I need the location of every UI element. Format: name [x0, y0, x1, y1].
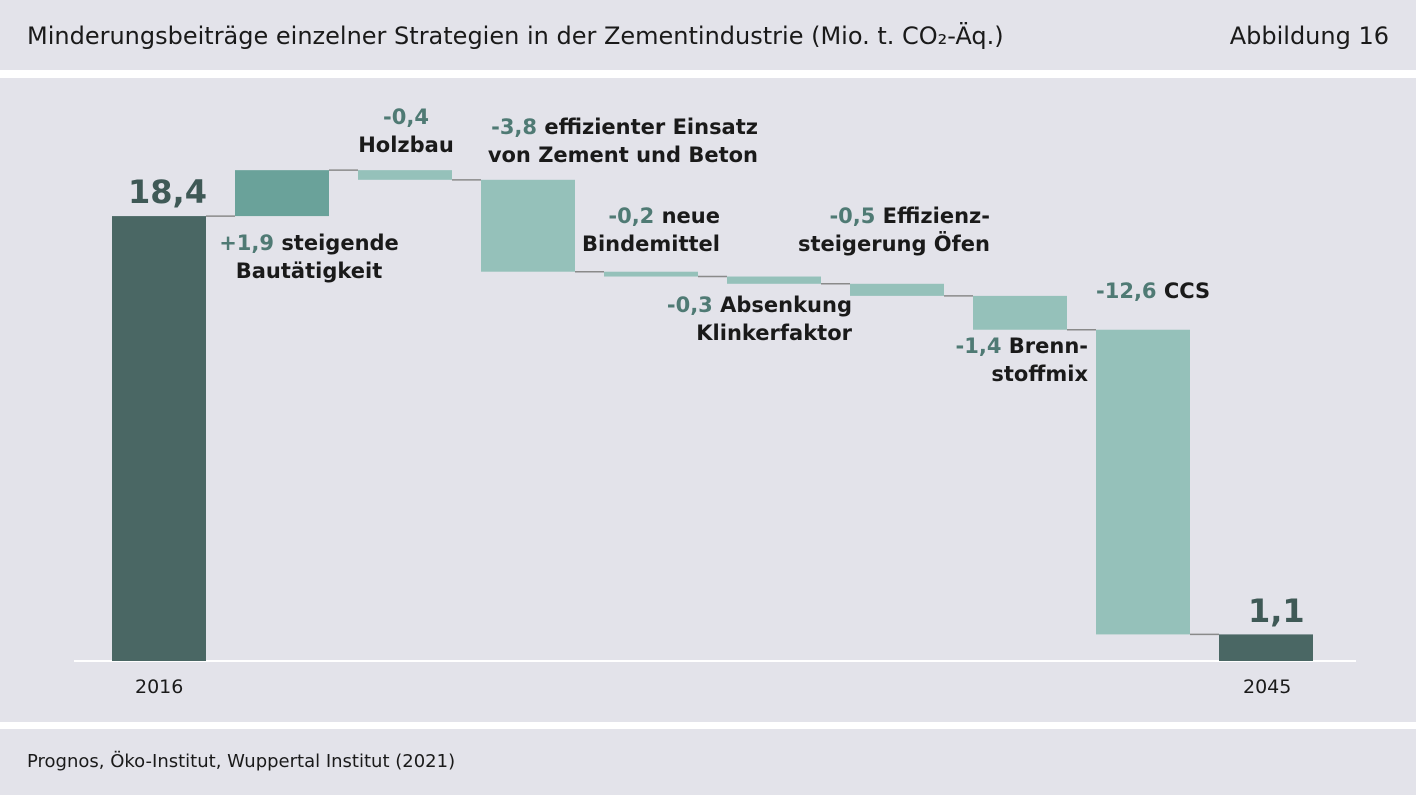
step-label-klinkerfaktor: -0,3 Absenkung Klinkerfaktor	[650, 291, 852, 347]
step-text: Holzbau	[358, 133, 454, 157]
waterfall-chart	[74, 169, 1356, 662]
value-label-2045: 1,1	[1248, 592, 1305, 630]
step-text: steigerung Öfen	[797, 232, 990, 256]
step-text: effizienter Einsatz	[544, 115, 758, 139]
waterfall-bar-8	[1096, 329, 1190, 635]
step-text: Bindemittel	[581, 232, 720, 256]
step-text: stoffmix	[991, 362, 1088, 386]
header: Minderungsbeiträge einzelner Strategien …	[0, 0, 1416, 70]
step-label-bindemittel: -0,2 neue Bindemittel	[560, 202, 720, 258]
footer: Prognos, Öko-Institut, Wuppertal Institu…	[0, 729, 1416, 795]
step-value: -0,4	[383, 105, 429, 129]
waterfall-bar-2	[358, 170, 452, 180]
step-text: Effizienz-	[882, 204, 990, 228]
step-value: -3,8	[491, 115, 538, 139]
waterfall-bar-3	[481, 179, 575, 272]
step-label-effizienz-oefen: -0,5 Effizienz- steigerung Öfen	[790, 202, 990, 258]
waterfall-bar-5	[727, 276, 821, 284]
step-label-ccs: -12,6 CCS	[1096, 277, 1210, 305]
waterfall-bar-4	[604, 271, 698, 277]
chart-title: Minderungsbeiträge einzelner Strategien …	[27, 22, 1004, 50]
x-tick-2045: 2045	[1243, 676, 1292, 698]
step-label-effizienter-einsatz: -3,8 effizienter Einsatz von Zement und …	[460, 113, 758, 169]
step-text: Brenn-	[1008, 334, 1088, 358]
waterfall-bar-7	[973, 295, 1067, 330]
chart-area: 18,4 1,1 2016 2045 +1,9 steigende Bautät…	[0, 78, 1416, 722]
step-value: -0,5	[829, 204, 876, 228]
step-value: -0,2	[608, 204, 655, 228]
step-text: neue	[661, 204, 720, 228]
step-value: -0,3	[666, 293, 713, 317]
step-text: Absenkung	[720, 293, 852, 317]
step-text: Klinkerfaktor	[696, 321, 852, 345]
step-text: Bautätigkeit	[235, 259, 383, 283]
step-text: CCS	[1163, 279, 1211, 303]
source-note: Prognos, Öko-Institut, Wuppertal Institu…	[27, 751, 456, 772]
step-value: -1,4	[955, 334, 1002, 358]
waterfall-bar-9	[1219, 634, 1313, 661]
step-label-bautaetigkeit: +1,9 steigende Bautätigkeit	[214, 229, 404, 285]
step-value: +1,9	[219, 231, 274, 255]
x-tick-2016: 2016	[135, 676, 184, 698]
value-label-2016: 18,4	[128, 173, 207, 211]
step-label-holzbau: -0,4 Holzbau	[346, 103, 466, 159]
step-label-brennstoffmix: -1,4 Brenn- stoffmix	[940, 332, 1088, 388]
waterfall-bar-6	[850, 283, 944, 296]
waterfall-bar-1	[235, 170, 329, 217]
figure-label: Abbildung 16	[1229, 22, 1389, 50]
waterfall-bar-0	[112, 216, 206, 661]
step-text: steigende	[281, 231, 399, 255]
step-text: von Zement und Beton	[487, 143, 758, 167]
step-value: -12,6	[1096, 279, 1157, 303]
